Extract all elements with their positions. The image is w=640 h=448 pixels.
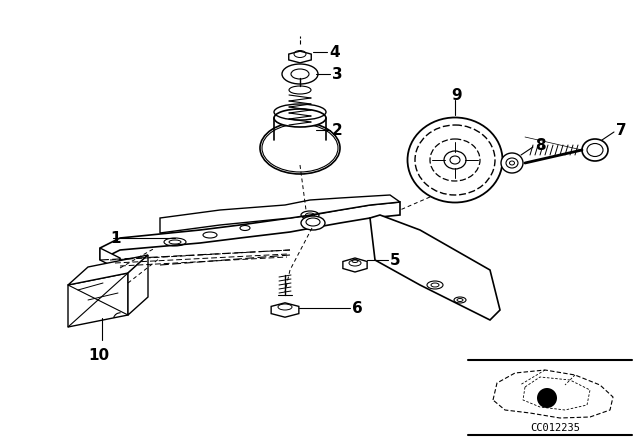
Ellipse shape: [408, 117, 502, 202]
Text: 10: 10: [88, 348, 109, 362]
Polygon shape: [370, 215, 500, 320]
Circle shape: [537, 388, 557, 408]
Text: 7: 7: [616, 122, 627, 138]
Ellipse shape: [501, 153, 523, 173]
Text: 4: 4: [329, 44, 340, 60]
Text: 9: 9: [451, 87, 461, 103]
Polygon shape: [100, 215, 312, 260]
Text: 8: 8: [535, 138, 546, 152]
Text: CC012235: CC012235: [530, 423, 580, 433]
Polygon shape: [343, 258, 367, 272]
Polygon shape: [100, 248, 120, 270]
Text: 5: 5: [390, 253, 401, 267]
Ellipse shape: [582, 139, 608, 161]
Polygon shape: [128, 255, 148, 315]
Polygon shape: [289, 51, 311, 63]
Polygon shape: [68, 273, 128, 327]
Polygon shape: [68, 255, 148, 285]
Text: 1: 1: [110, 231, 120, 246]
Polygon shape: [312, 202, 400, 228]
Polygon shape: [271, 303, 299, 317]
Text: 2: 2: [332, 122, 343, 138]
Ellipse shape: [301, 216, 325, 230]
Polygon shape: [160, 195, 400, 233]
Ellipse shape: [274, 109, 326, 127]
Text: 3: 3: [332, 66, 342, 82]
Text: 6: 6: [352, 301, 363, 315]
Ellipse shape: [282, 64, 318, 84]
Ellipse shape: [260, 122, 340, 174]
